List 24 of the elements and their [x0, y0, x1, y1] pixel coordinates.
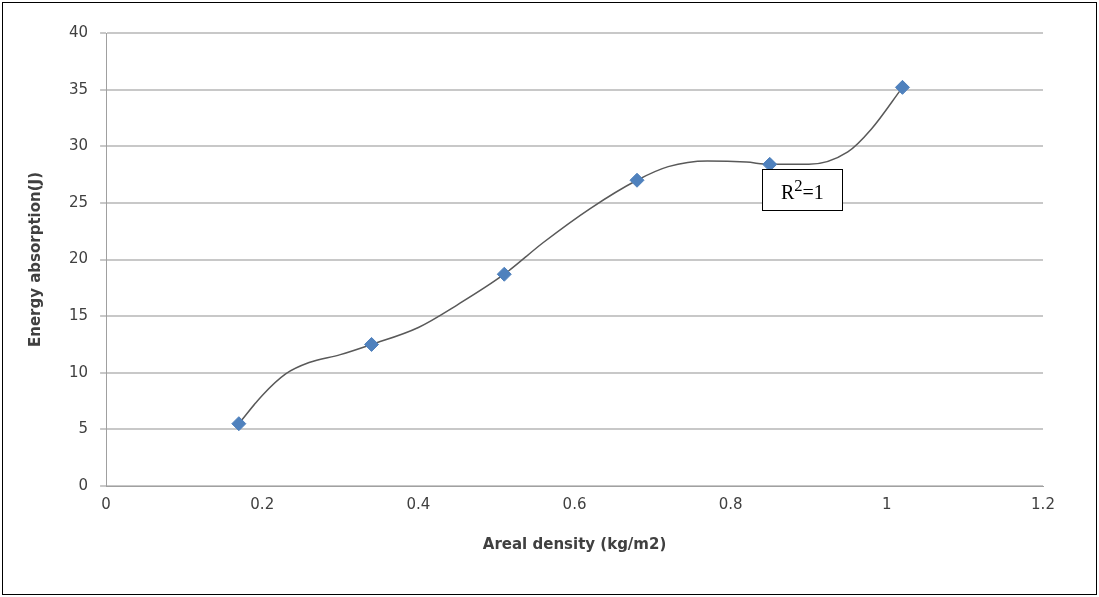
y-tick-label: 10: [68, 362, 89, 381]
point: [496, 266, 512, 282]
y-tick-label: 20: [68, 249, 89, 268]
y-tick-label: 15: [68, 306, 89, 325]
point: [629, 172, 645, 188]
x-tick-label: 0: [101, 494, 111, 513]
y-tick-label: 35: [68, 79, 89, 98]
y-tick-label: 5: [78, 419, 89, 438]
y-tick-label: 0: [78, 475, 89, 494]
x-tick-label: 0.8: [718, 494, 743, 513]
point: [364, 336, 380, 352]
x-tick-label: 0.2: [250, 494, 275, 513]
y-tick-label: 25: [68, 192, 89, 211]
point: [894, 79, 910, 95]
y-tick-label: 40: [68, 22, 89, 41]
x-tick-label: 0.6: [562, 494, 587, 513]
point: [231, 416, 247, 432]
annotation: R$^{2}$=1: [761, 168, 843, 211]
y-axis-title: Energy absorption(J): [25, 171, 44, 348]
x-tick-label: 0.4: [406, 494, 431, 513]
x-tick-label: 1.2: [1031, 494, 1055, 513]
y-tick-label: 30: [68, 136, 89, 155]
x-tick-label: 1: [882, 494, 892, 513]
x-axis-title: Areal density (kg/m2): [482, 534, 667, 553]
